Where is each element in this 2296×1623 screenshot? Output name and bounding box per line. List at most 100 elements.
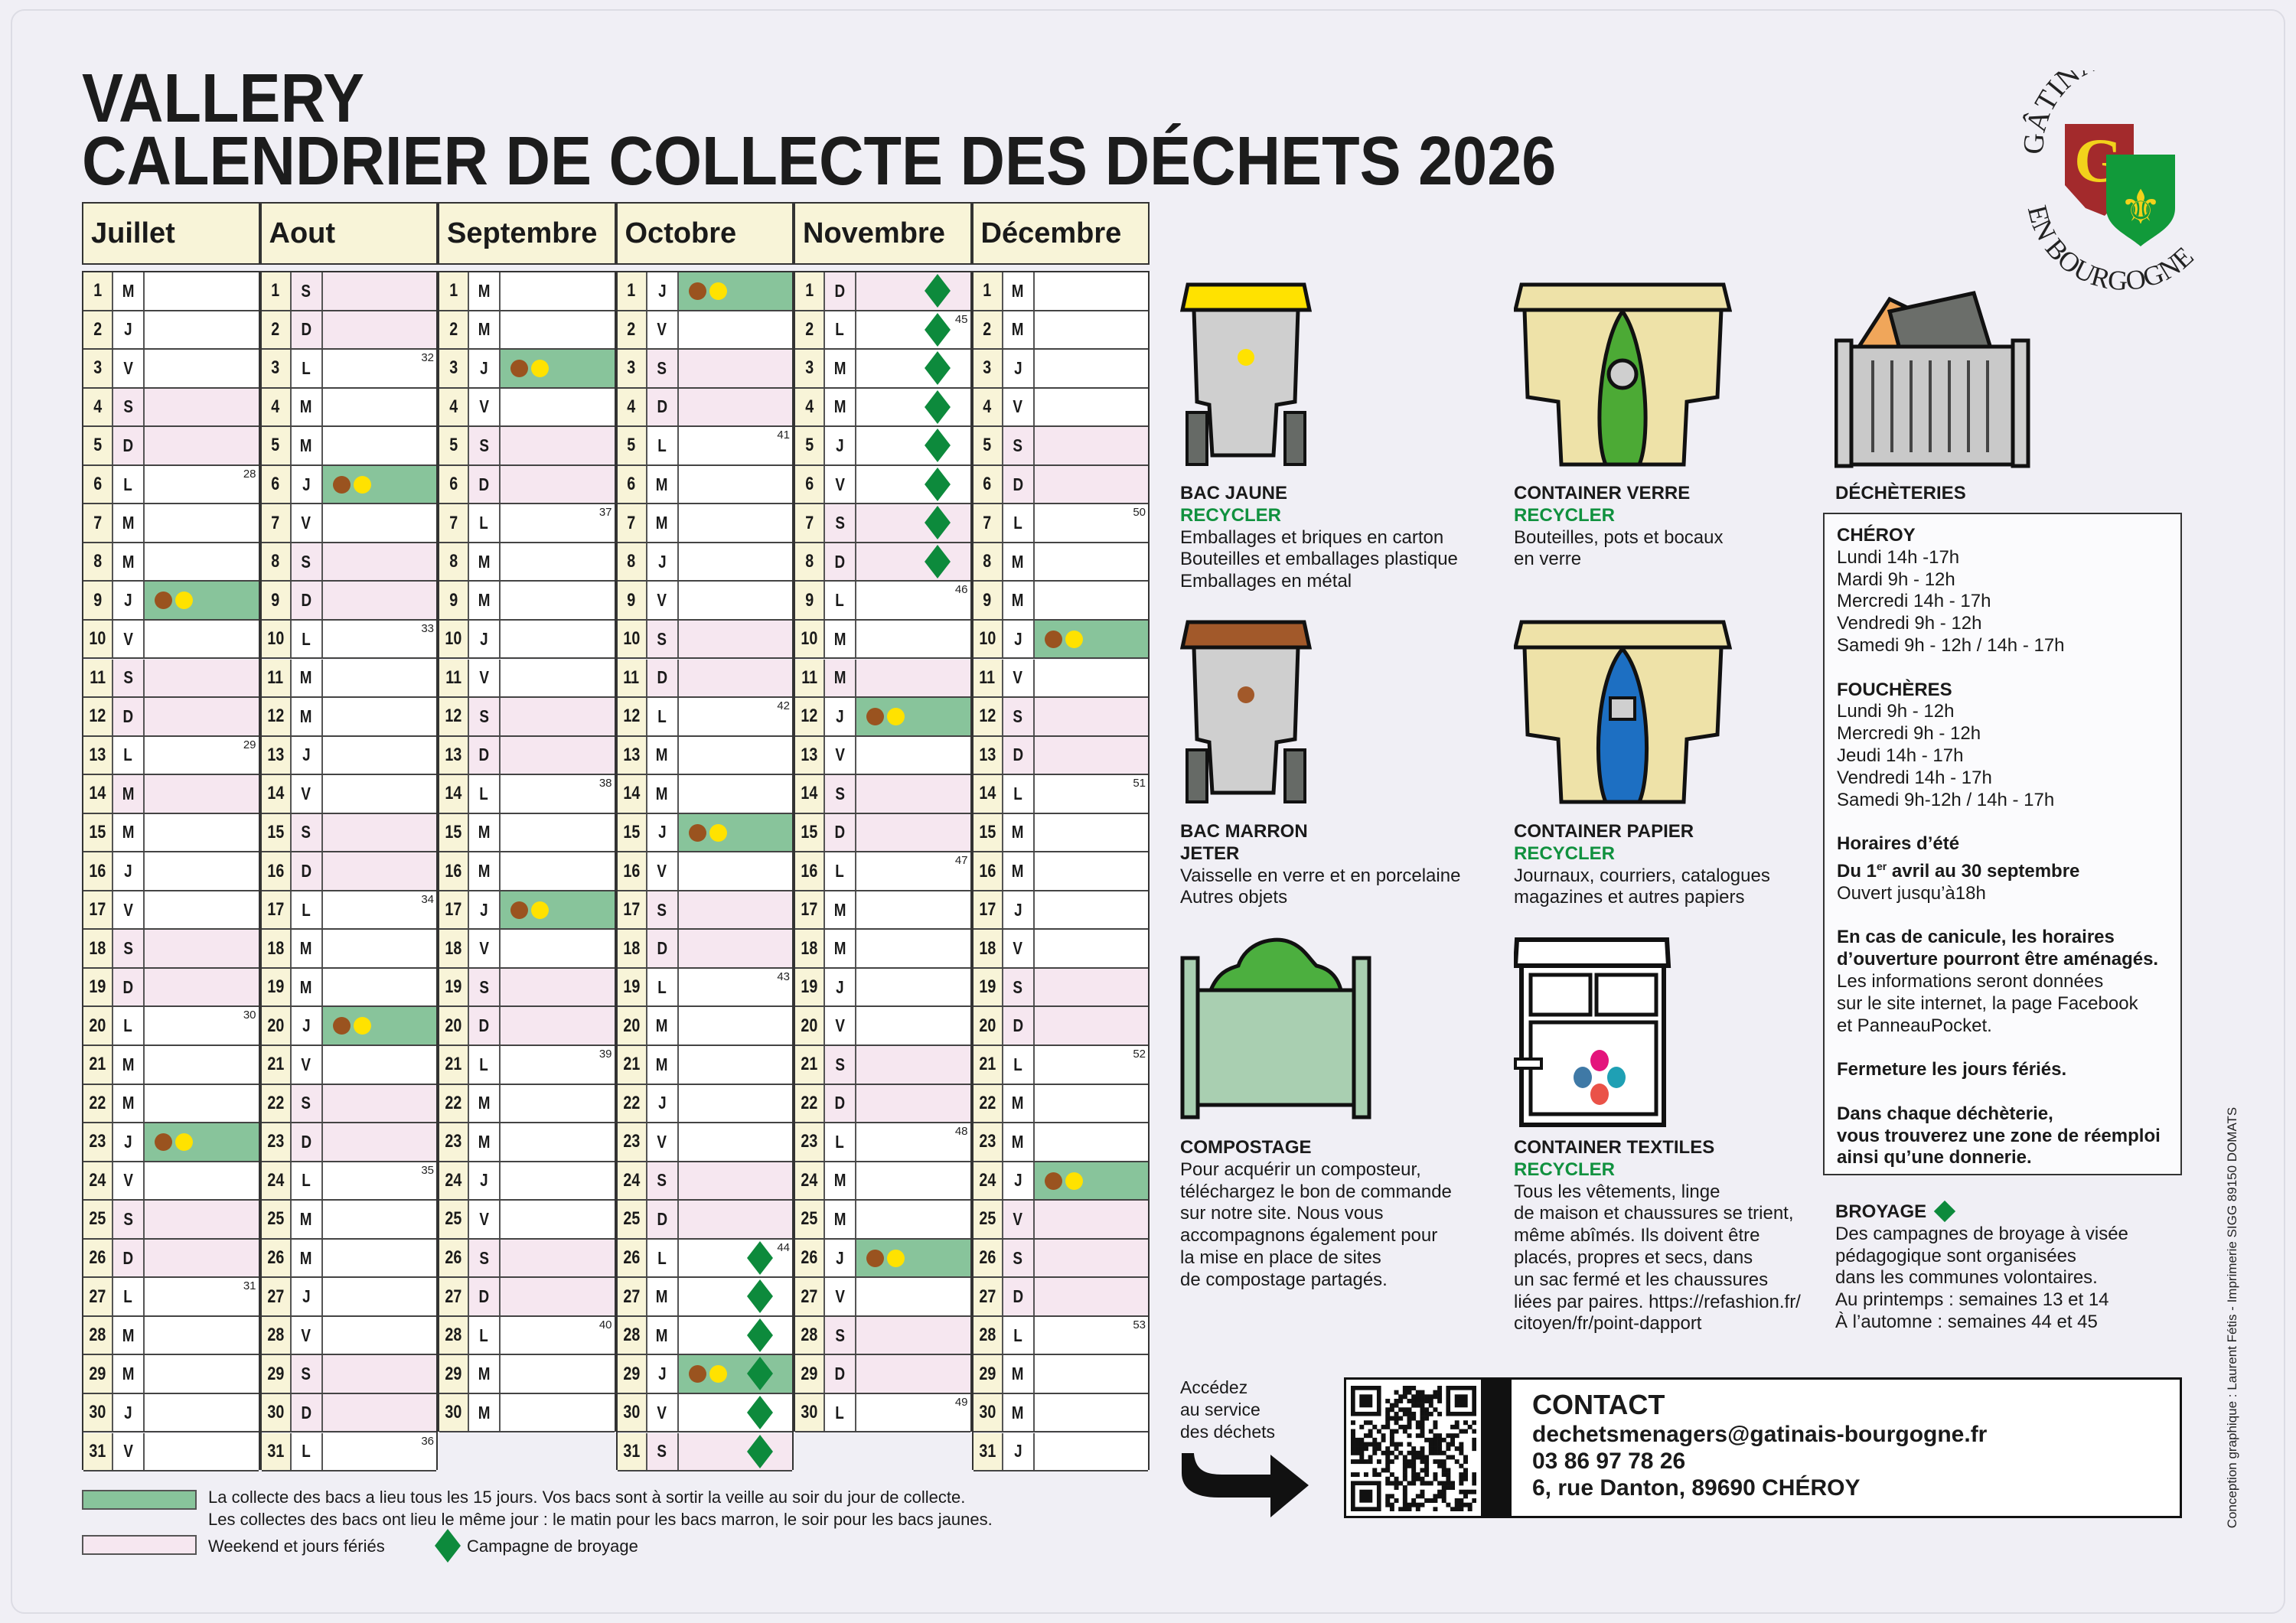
day-row: 13 L 29: [83, 736, 259, 776]
week-number: 53: [1133, 1318, 1146, 1331]
day-letter: S: [1003, 698, 1035, 735]
day-letter: M: [113, 1316, 145, 1354]
day-cell: 50: [1034, 504, 1148, 542]
day-letter-text: M: [122, 280, 135, 301]
day-cell: [322, 968, 436, 1006]
day-letter-text: J: [1013, 899, 1022, 920]
week-number: 46: [954, 583, 968, 597]
bac-marron-subtitle: JETER: [1180, 842, 1240, 864]
day-number: 1: [617, 272, 647, 310]
day-number: 1: [795, 272, 825, 310]
day-cell: [1034, 1007, 1148, 1045]
month-column: 1 S 2 D 3 L 32 4 M 5 M 6 J 7 V 8 S 9 D 10 L 33 11 M 12 M 13 J 14 V 15 S…: [259, 271, 438, 1472]
day-number: 22: [795, 1084, 825, 1123]
day-letter-text: M: [122, 1364, 135, 1384]
day-cell: [145, 852, 259, 890]
day-cell: [322, 272, 436, 310]
day-letter: M: [825, 388, 856, 426]
paper-container-icon: [1514, 620, 1732, 804]
bac-jaune-line: Emballages et briques en carton: [1180, 526, 1444, 548]
day-cell: 45: [856, 311, 970, 349]
legend-weekend-text: Weekend et jours fériés: [208, 1537, 385, 1556]
day-cell: [856, 1316, 970, 1354]
heat-warning: En cas de canicule, les horaires: [1837, 927, 2115, 948]
day-number-text: 17: [445, 899, 462, 921]
day-number: 21: [795, 1046, 825, 1084]
day-letter: V: [291, 775, 323, 813]
day-number-text: 15: [267, 821, 284, 842]
day-number-text: 19: [801, 976, 818, 998]
broyage-diamond-icon: [925, 312, 951, 347]
heat-info: Les informations seront données: [1837, 970, 2104, 992]
day-letter-text: L: [1013, 513, 1022, 533]
day-number-text: 4: [449, 396, 458, 417]
day-letter: J: [1003, 1162, 1035, 1200]
day-row: 16 M: [973, 852, 1148, 891]
day-row: 14 V: [261, 775, 436, 814]
day-letter: D: [291, 311, 323, 349]
day-letter-text: V: [123, 1170, 133, 1191]
contact-phone[interactable]: 03 86 97 78 26: [1532, 1449, 1686, 1474]
day-row: 17 M: [795, 891, 970, 930]
day-number-text: 12: [801, 706, 818, 727]
day-cell: [322, 311, 436, 349]
day-letter: D: [825, 543, 856, 581]
day-letter-text: J: [124, 1402, 132, 1423]
week-number: 49: [954, 1395, 968, 1409]
day-letter-text: M: [122, 513, 135, 533]
day-letter: S: [647, 620, 679, 658]
day-row: 15 M: [439, 813, 615, 853]
day-number: 24: [973, 1162, 1003, 1200]
day-letter-text: J: [657, 822, 667, 842]
day-number: 3: [439, 350, 469, 387]
day-row: 29 J: [617, 1355, 792, 1394]
heat-info: sur le site internet, la page Facebook: [1837, 992, 2138, 1014]
day-letter: D: [469, 465, 501, 504]
day-letter-text: V: [657, 1131, 667, 1152]
contact-email[interactable]: dechetsmenagers@gatinais-bourgogne.fr: [1532, 1422, 1988, 1447]
container-textiles-link[interactable]: citoyen/fr/point-dapport: [1514, 1313, 1702, 1335]
day-number-text: 14: [89, 783, 106, 804]
day-number-text: 27: [89, 1286, 106, 1307]
day-number-text: 31: [267, 1440, 284, 1462]
day-letter: J: [647, 272, 679, 310]
day-letter: M: [469, 543, 501, 581]
day-number-text: 6: [93, 474, 102, 495]
cheroy-hours: Lundi 14h -17h: [1837, 546, 1960, 568]
day-letter: S: [825, 1316, 856, 1354]
week-number: 31: [243, 1279, 256, 1293]
day-letter-text: L: [123, 474, 133, 494]
day-cell: [145, 813, 259, 852]
day-number-text: 3: [271, 357, 280, 379]
day-number-text: 5: [627, 435, 636, 456]
day-cell: 34: [322, 891, 436, 929]
day-letter-text: V: [479, 667, 489, 688]
day-row: 29 M: [439, 1355, 615, 1394]
day-number: 10: [83, 620, 113, 658]
day-number: 2: [261, 311, 292, 349]
day-number-text: 11: [979, 666, 996, 688]
day-number-text: 19: [979, 976, 996, 998]
qr-code[interactable]: [1351, 1386, 1476, 1511]
day-number-text: 13: [267, 744, 284, 765]
day-letter: L: [825, 1393, 856, 1432]
day-number: 24: [439, 1162, 469, 1200]
day-letter: M: [825, 891, 856, 929]
yellow-bin-icon: [1180, 282, 1312, 466]
day-number-text: 29: [89, 1363, 106, 1384]
day-letter: L: [291, 891, 323, 929]
day-letter: M: [113, 1084, 145, 1123]
day-number-text: 11: [623, 666, 640, 688]
container-verre-line: Bouteilles, pots et bocaux: [1514, 526, 1724, 548]
day-number-text: 17: [89, 899, 106, 921]
day-cell: [501, 852, 615, 890]
day-letter: S: [825, 1046, 856, 1084]
day-row: 5 L 41: [617, 427, 792, 466]
container-textiles-link[interactable]: liées par paires. https://refashion.fr/: [1514, 1291, 1801, 1312]
container-verre-info: CONTAINER VERRE RECYCLER Bouteilles, pot…: [1514, 483, 1724, 571]
day-letter: V: [469, 1201, 501, 1238]
day-row: 23 J: [83, 1123, 259, 1162]
